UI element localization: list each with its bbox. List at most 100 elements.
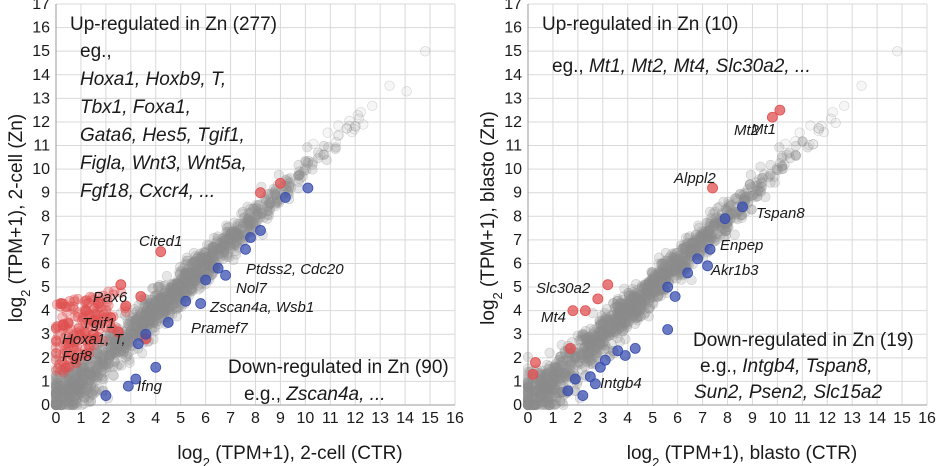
point-not-significant (401, 86, 412, 97)
point-not-significant (190, 261, 201, 272)
point-not-significant (179, 268, 190, 279)
background-points-2-cell (50, 46, 431, 411)
point-not-significant (233, 224, 245, 235)
point-not-significant (114, 359, 125, 370)
point-not-significant (106, 347, 117, 358)
point-not-significant (115, 346, 126, 357)
point-not-significant (140, 309, 151, 320)
point-not-significant (50, 399, 62, 411)
point-not-significant (535, 389, 546, 400)
point-not-significant (167, 291, 178, 303)
point-up-regulated (135, 291, 147, 302)
point-not-significant (173, 283, 184, 294)
point-not-significant (323, 141, 334, 153)
point-not-significant (130, 325, 141, 337)
point-not-significant (64, 399, 75, 411)
point-down-regulated (122, 380, 134, 392)
point-not-significant (203, 257, 214, 268)
gene-label: Ptdss2, Cdc20 (246, 261, 344, 278)
point-not-significant (302, 142, 313, 153)
point-not-significant (160, 294, 172, 305)
point-not-significant (158, 299, 169, 311)
point-not-significant (200, 258, 211, 269)
point-up-regulated (50, 347, 62, 359)
point-not-significant (186, 279, 197, 290)
point-not-significant (147, 301, 158, 313)
point-not-significant (103, 357, 115, 368)
gene-label: Mt2 (734, 122, 760, 139)
point-not-significant (222, 229, 233, 240)
point-not-significant (633, 289, 644, 300)
point-not-significant (50, 395, 62, 406)
point-not-significant (165, 289, 176, 300)
point-not-significant (192, 266, 203, 278)
point-not-significant (350, 121, 361, 132)
point-not-significant (307, 164, 318, 175)
point-not-significant (189, 276, 200, 287)
up-genes-blasto: eg., Mt1, Mt2, Mt4, Slc30a2, ... (552, 56, 811, 77)
point-not-significant (209, 251, 220, 262)
gene-label: Fgf8 (62, 348, 93, 365)
point-not-significant (367, 100, 378, 111)
point-not-significant (244, 203, 256, 214)
point-not-significant (229, 228, 240, 239)
point-not-significant (203, 252, 214, 264)
point-not-significant (50, 388, 62, 400)
point-not-significant (213, 248, 225, 259)
point-not-significant (293, 170, 304, 181)
point-not-significant (224, 251, 235, 263)
point-not-significant (544, 361, 555, 372)
point-not-significant (185, 284, 196, 295)
x-tick-label: 4 (623, 410, 632, 427)
point-not-significant (84, 392, 95, 403)
point-not-significant (69, 392, 80, 403)
point-not-significant (144, 305, 155, 316)
point-not-significant (177, 278, 188, 289)
point-not-significant (147, 283, 158, 294)
point-not-significant (103, 352, 115, 363)
down-eg-2-cell: e.g., Zscan4a, ... (244, 384, 386, 405)
point-not-significant (243, 220, 255, 231)
x-tick-label: 3 (598, 410, 607, 427)
point-not-significant (142, 299, 153, 310)
point-not-significant (160, 297, 172, 309)
point-not-significant (58, 399, 69, 411)
axes-2-cell (55, 4, 455, 406)
point-not-significant (187, 274, 198, 285)
point-down-regulated (589, 378, 601, 390)
point-not-significant (321, 154, 332, 166)
point-not-significant (262, 193, 274, 205)
point-not-significant (50, 399, 62, 411)
point-not-significant (114, 343, 125, 354)
point-not-significant (228, 226, 239, 237)
gene-label: Mt4 (541, 309, 566, 326)
point-not-significant (50, 387, 62, 398)
point-down-regulated (180, 295, 192, 307)
point-not-significant (233, 230, 244, 241)
point-not-significant (132, 317, 144, 328)
point-not-significant (61, 399, 73, 411)
point-not-significant (745, 169, 756, 180)
point-not-significant (50, 399, 62, 411)
y-axis-title-blasto: log2 (TPM+1), blasto (Zn) (478, 111, 505, 325)
point-not-significant (744, 179, 755, 190)
point-not-significant (128, 313, 139, 324)
point-not-significant (153, 281, 164, 292)
point-not-significant (101, 346, 113, 358)
point-down-regulated (255, 225, 266, 236)
point-not-significant (546, 391, 557, 402)
point-not-significant (66, 377, 77, 388)
point-not-significant (136, 319, 148, 330)
point-not-significant (135, 308, 147, 319)
point-not-significant (52, 386, 63, 397)
x-tick-label: 14 (396, 410, 414, 427)
point-not-significant (210, 244, 221, 256)
point-not-significant (63, 391, 74, 402)
point-not-significant (297, 171, 308, 182)
y-tick-label: 6 (41, 255, 50, 272)
point-not-significant (319, 149, 330, 160)
x-tick-label: 13 (371, 410, 389, 427)
point-not-significant (50, 384, 62, 395)
y-tick-label: 4 (41, 303, 50, 320)
y-tick-label: 9 (41, 185, 50, 202)
